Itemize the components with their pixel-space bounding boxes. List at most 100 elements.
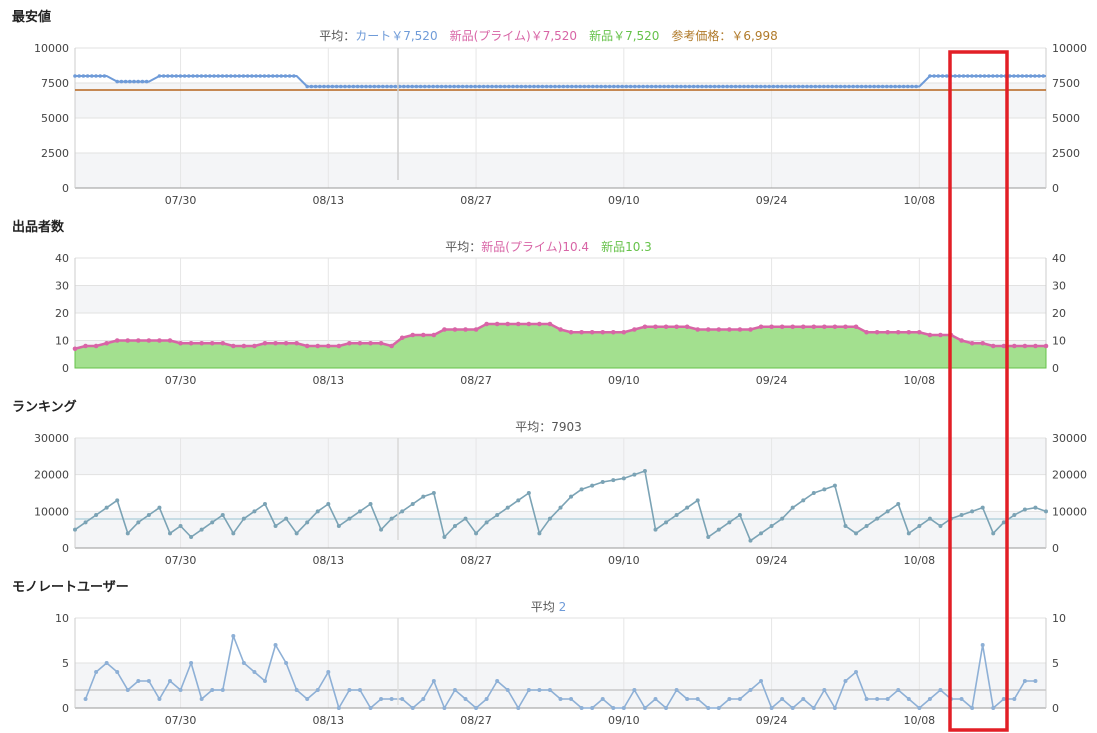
price-point	[224, 74, 229, 78]
data-point	[1033, 505, 1038, 510]
data-point	[231, 634, 236, 638]
data-point	[790, 505, 795, 510]
y-tick-label-left: 20	[55, 307, 69, 320]
data-point	[474, 531, 479, 536]
data-point	[231, 531, 236, 536]
y-tick-label-left: 40	[55, 252, 69, 265]
data-point	[716, 706, 721, 710]
chart-2: 0 0 10000 10000 20000 20000 30000 30000 07/30 08/…	[34, 432, 1087, 567]
data-point	[674, 513, 679, 517]
data-point	[737, 513, 742, 517]
data-point	[347, 340, 352, 346]
data-point	[125, 338, 131, 343]
data-point	[621, 706, 626, 710]
data-point	[896, 688, 901, 692]
data-point	[811, 324, 817, 330]
price-point	[599, 84, 603, 89]
price-point	[653, 84, 658, 89]
x-tick-label: 07/30	[165, 554, 197, 567]
data-point	[73, 527, 77, 532]
price-point	[157, 74, 162, 78]
y-tick-label-right: 7500	[1052, 77, 1080, 90]
legend-item-reference: 参考価格：￥6,998	[671, 29, 778, 43]
x-tick-label: 08/13	[312, 194, 344, 207]
data-point	[252, 509, 257, 514]
chart-3: 0 0 5 5 10 10 07/30 08/13 08/27 09/10 09/24 10/08	[55, 612, 1066, 727]
price-legend: 平均：カート￥7,520 新品(プライム)￥7,520 新品￥7,520 参考価格：￥…	[0, 27, 1097, 44]
data-point	[600, 697, 605, 701]
y-tick-label-left: 0	[62, 362, 69, 375]
price-point	[136, 79, 141, 84]
data-point	[664, 706, 669, 710]
data-point	[537, 688, 542, 692]
price-point	[758, 84, 763, 89]
price-point	[637, 84, 641, 89]
price-point	[687, 84, 692, 89]
data-point	[695, 498, 700, 503]
data-point	[854, 531, 859, 536]
price-point	[628, 84, 633, 89]
data-point	[938, 332, 943, 338]
price-point	[309, 84, 314, 89]
price-point	[700, 84, 704, 89]
price-point	[695, 84, 700, 89]
data-point	[843, 679, 848, 683]
price-point	[452, 84, 456, 89]
price-point	[460, 84, 465, 89]
data-point	[779, 324, 785, 330]
data-point	[969, 340, 975, 346]
data-point	[431, 491, 436, 495]
price-point	[872, 84, 876, 89]
data-point	[737, 697, 742, 701]
price-point	[582, 84, 587, 89]
x-tick-label: 08/27	[460, 554, 492, 567]
y-tick-label-right: 40	[1052, 252, 1066, 265]
price-point	[245, 74, 250, 78]
price-point	[283, 74, 288, 78]
chart-0: 0 0 2500 2500 5000 5000 7500 7500 10000 10000 07/3…	[34, 42, 1087, 207]
price-point	[1016, 74, 1020, 78]
data-point	[326, 502, 331, 506]
price-point	[834, 84, 839, 89]
price-point	[393, 84, 398, 89]
price-point	[936, 74, 941, 78]
y-tick-label-left: 10	[55, 612, 69, 625]
data-point	[305, 520, 310, 525]
price-point	[632, 84, 637, 89]
data-point	[495, 513, 500, 517]
y-tick-label-left: 0	[62, 182, 69, 195]
y-tick-label-left: 20000	[34, 469, 69, 482]
data-point	[874, 329, 880, 335]
price-point	[98, 74, 102, 78]
y-tick-label-right: 5000	[1052, 112, 1080, 125]
data-point	[642, 324, 648, 330]
x-tick-label: 09/10	[608, 554, 640, 567]
data-point	[284, 661, 289, 665]
data-point	[864, 524, 869, 528]
data-point	[1022, 679, 1027, 683]
data-point	[759, 531, 764, 536]
data-point	[526, 491, 531, 495]
data-point	[589, 329, 595, 335]
price-point	[250, 74, 254, 78]
price-point	[914, 84, 918, 89]
price-point	[884, 84, 889, 89]
data-point	[305, 697, 310, 701]
price-point	[704, 84, 708, 89]
price-point	[94, 74, 98, 78]
price-point	[199, 74, 204, 78]
data-point	[590, 483, 595, 488]
data-point	[389, 697, 394, 701]
data-point	[885, 329, 890, 335]
data-point	[906, 697, 911, 701]
data-point	[463, 516, 468, 521]
data-point	[970, 706, 975, 710]
price-point	[986, 74, 991, 78]
data-point	[706, 706, 711, 710]
data-point	[558, 505, 563, 510]
price-point	[414, 84, 419, 89]
data-point	[315, 343, 321, 349]
data-point	[167, 338, 173, 343]
data-point	[748, 688, 753, 692]
price-point	[649, 84, 654, 89]
